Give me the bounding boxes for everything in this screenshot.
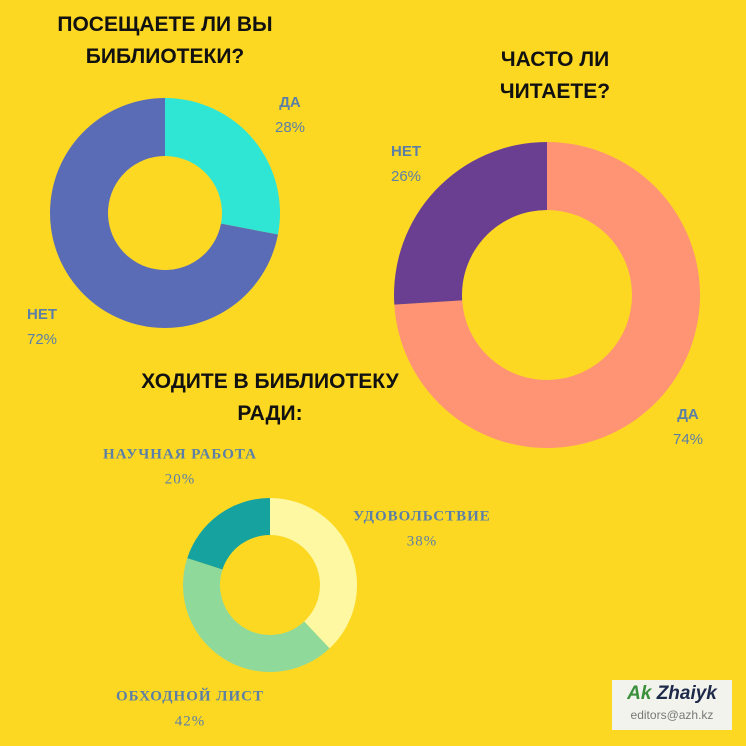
- logo: Ak Zhaiyk editors@azh.kz: [612, 680, 732, 730]
- value-label: 74%: [673, 431, 703, 448]
- donut-segment: [393, 142, 547, 305]
- logo-brand: Ak: [627, 683, 652, 704]
- value-label: 20%: [165, 471, 196, 487]
- donut-segment: [270, 498, 358, 649]
- donut-segment: [165, 98, 280, 235]
- category-label: ОБХОДНОЙ ЛИСТ: [116, 687, 264, 704]
- chart-title: ПОСЕЩАЕТЕ ЛИ ВЫ БИБЛИОТЕКИ?: [57, 13, 273, 68]
- donut-chart: ДА 74% НЕТ 26%: [391, 142, 703, 449]
- donut-chart: ДА 28% НЕТ 72%: [27, 94, 305, 348]
- donut-chart: УДОВОЛЬСТВИЕ 38% ОБХОДНОЙ ЛИСТ 42% НАУЧНАЯ Р…: [103, 446, 491, 729]
- value-label: 38%: [407, 533, 438, 549]
- donut-segment: [183, 558, 330, 672]
- chart-title: ХОДИТЕ В БИБЛИОТЕКУ РАДИ:: [141, 370, 399, 425]
- value-label: 42%: [175, 713, 206, 729]
- category-label: НЕТ: [27, 306, 57, 323]
- category-label: НЕТ: [391, 143, 421, 160]
- value-label: 28%: [275, 119, 305, 136]
- category-label: ДА: [677, 406, 699, 423]
- donut-segment: [50, 98, 278, 328]
- category-label: ДА: [279, 94, 301, 111]
- logo-email: editors@azh.kz: [630, 708, 714, 722]
- category-label: УДОВОЛЬСТВИЕ: [353, 508, 491, 524]
- value-label: 72%: [27, 331, 57, 348]
- category-label: НАУЧНАЯ РАБОТА: [103, 446, 257, 462]
- donut-segment: [394, 142, 700, 449]
- donut-segment: [187, 498, 270, 570]
- logo-name: Zhaiyk: [656, 683, 717, 704]
- value-label: 26%: [391, 168, 421, 185]
- chart-title: ЧАСТО ЛИ ЧИТАЕТЕ?: [499, 48, 611, 103]
